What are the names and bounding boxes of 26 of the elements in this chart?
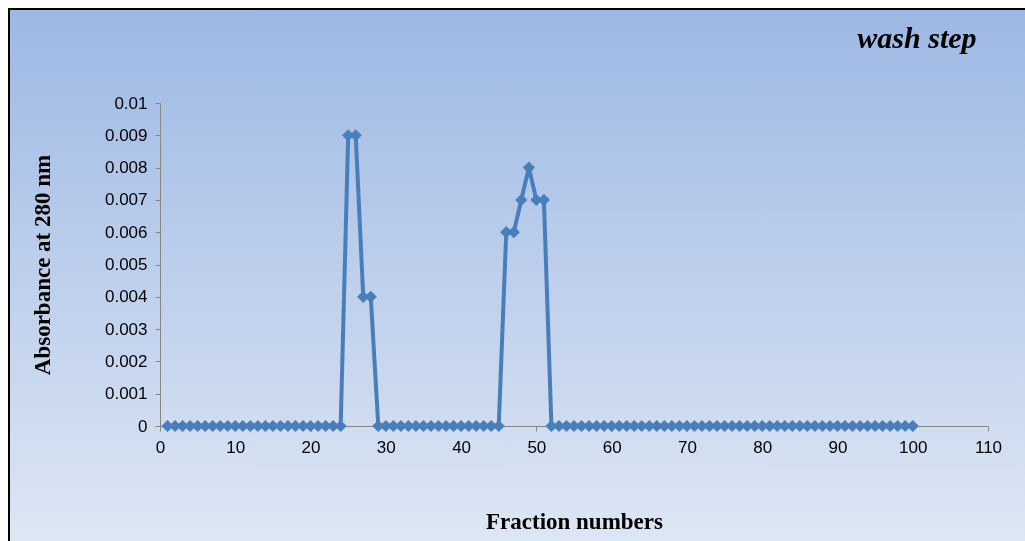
x-tick-label: 20 <box>301 437 321 457</box>
x-tick-label: 110 <box>974 437 1003 457</box>
x-tick-label: 60 <box>602 437 622 457</box>
x-tick-label: 80 <box>753 437 773 457</box>
y-tick-label: 0.005 <box>104 255 148 274</box>
x-tick-label: 90 <box>828 437 848 457</box>
y-axis-title: Absorbance at 280 nm <box>29 154 55 376</box>
y-tick-label: 0.004 <box>104 287 148 307</box>
x-tick-label: 40 <box>452 437 472 457</box>
x-tick-label: 0 <box>155 437 166 457</box>
x-tick-label: 50 <box>527 437 547 457</box>
x-tick-label: 70 <box>677 437 697 457</box>
y-tick-label: 0.01 <box>114 93 148 113</box>
y-tick-label: 0.007 <box>104 190 148 210</box>
y-tick-label: 0.009 <box>104 125 148 145</box>
y-tick-label: 0.008 <box>104 158 148 178</box>
chart-title: wash step <box>857 21 977 54</box>
x-tick-label: 100 <box>899 437 928 457</box>
y-tick-label: 0.002 <box>104 351 148 371</box>
x-tick-label: 30 <box>376 437 396 457</box>
y-tick-label: 0.001 <box>104 384 148 404</box>
y-tick-label: 0.006 <box>104 222 148 242</box>
y-tick-label: 0.003 <box>104 319 148 339</box>
x-axis-title: Fraction numbers <box>486 508 664 534</box>
y-tick-label: 0 <box>138 416 148 436</box>
x-tick-label: 10 <box>226 437 246 457</box>
